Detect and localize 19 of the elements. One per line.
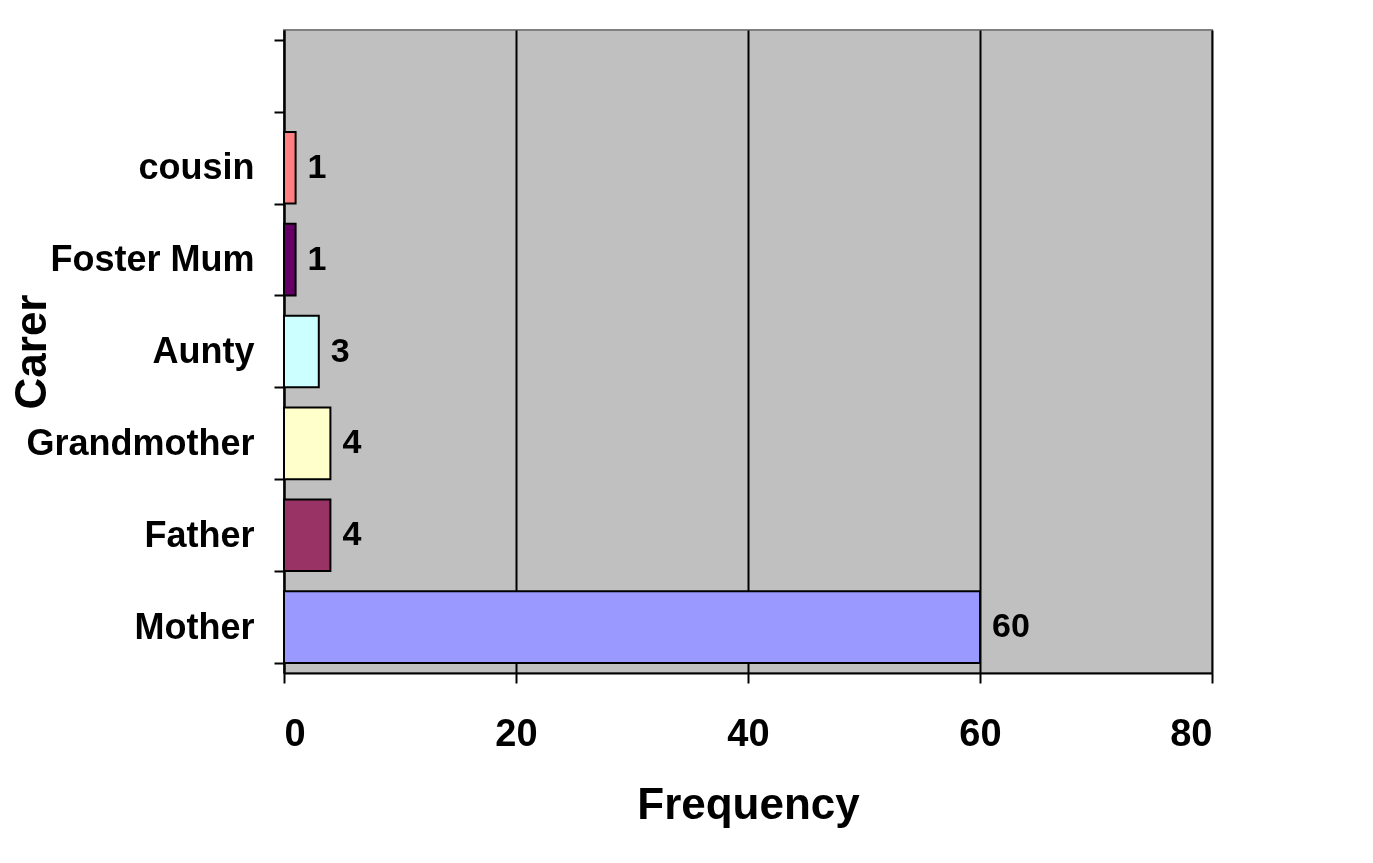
y-tick-label: Mother	[134, 605, 255, 647]
data-label: 4	[342, 422, 362, 461]
y-tick-label: Aunty	[152, 330, 255, 371]
x-axis-title: Frequency	[637, 778, 861, 828]
x-tick-label: 0	[284, 711, 306, 754]
x-tick-label: 60	[959, 711, 1002, 754]
y-tick-label: Foster Mum	[50, 238, 255, 280]
x-tick-label: 20	[495, 711, 538, 754]
y-tick-label: Grandmother	[26, 421, 255, 463]
data-label: 1	[307, 146, 327, 185]
data-label: 1	[307, 238, 327, 277]
data-label: 60	[992, 606, 1030, 645]
data-label: 3	[330, 330, 350, 369]
x-tick-label: 40	[727, 711, 770, 754]
y-axis-title: Carer	[5, 294, 55, 410]
data-label: 4	[342, 514, 362, 553]
y-tick-label: Father	[144, 513, 255, 555]
y-tick-label: cousin	[138, 146, 255, 188]
x-tick-label: 80	[1170, 711, 1213, 754]
